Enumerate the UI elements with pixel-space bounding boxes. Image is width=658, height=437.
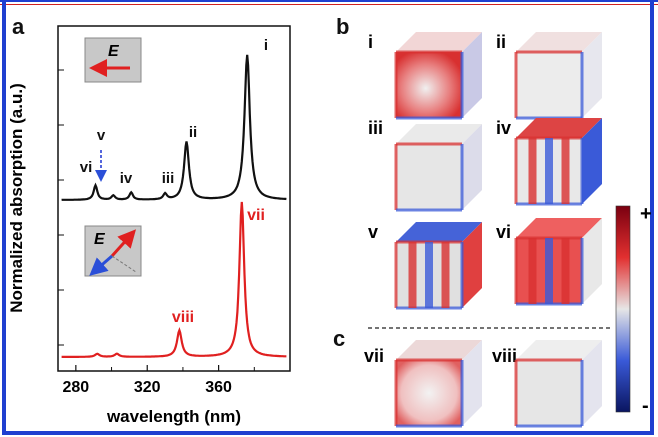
mode-label: viii [492,346,517,366]
mode-label: iv [496,118,511,138]
cube-front-face [516,360,582,426]
field-symbol-2: E [94,231,106,248]
panel-b-label: b [336,14,350,39]
cube-front-face [396,52,462,118]
cube-field-band [441,242,450,308]
peak-label-black: iv [120,170,133,187]
mode-label: v [368,222,378,242]
cube-top-face [396,222,482,242]
k-arrow-red [110,229,137,258]
cube-field-band [408,242,417,308]
cube-top-face [396,32,482,52]
cube-side-face [462,222,482,308]
peak-label-red: viii [172,309,194,326]
cube-side-face [462,32,482,118]
cube-field-band [425,242,433,308]
panel-c-label: c [333,326,346,351]
mode-label: i [368,32,373,52]
x-tick-label: 320 [134,379,161,396]
x-tick-label: 280 [62,379,89,396]
cube-field-band [528,238,537,304]
cube-front-face [516,52,582,118]
cube-top-face [396,124,482,144]
cube-top-face [516,118,602,138]
mode-label: ii [496,32,506,52]
peak-label-black: v [97,127,106,144]
top-border-red [0,4,658,5]
cube-side-face [582,118,602,204]
x-tick-label: 360 [205,379,232,396]
series-black-curve [61,54,287,201]
mode-label: vi [496,222,511,242]
cube-field-band [561,238,570,304]
cube-side-face [582,32,602,118]
colorbar [615,205,631,413]
y-axis-label: Normalized absorption (a.u.) [7,83,26,313]
peak-label-black: i [264,37,268,54]
cube-field-band [528,138,537,204]
cube-top-face [516,218,602,238]
top-border-blue [0,0,658,2]
peak-label-red: vii [247,207,265,224]
cube-side-face [462,124,482,210]
y-ticks [58,69,64,346]
plot-frame [57,25,291,372]
e-arrow-blue [89,254,113,276]
x-axis-label: wavelength (nm) [106,407,241,426]
colorbar-minus: - [642,395,649,417]
cube-side-face [582,218,602,304]
colorbar-plus: + [640,203,652,225]
field-symbol-1: E [108,43,120,60]
cube-front-face [396,144,462,210]
mode-label: vii [364,346,384,366]
cube-top-face [396,340,482,360]
cube-top-face [516,32,602,52]
cube-field-band [561,138,570,204]
peak-label-black: ii [189,124,197,141]
cube-field-band [545,238,553,304]
mode-label: iii [368,118,383,138]
peak-label-black: vi [80,159,93,176]
cube-top-face [516,340,602,360]
cube-side-face [582,340,602,426]
cube-field-band [545,138,553,204]
panel-a-label: a [12,14,25,39]
peak-label-black: iii [162,170,175,187]
cube-front-face [396,360,462,426]
x-ticks: 280 320 360 [62,365,255,396]
series-red-curve [61,201,287,358]
cube-side-face [462,340,482,426]
